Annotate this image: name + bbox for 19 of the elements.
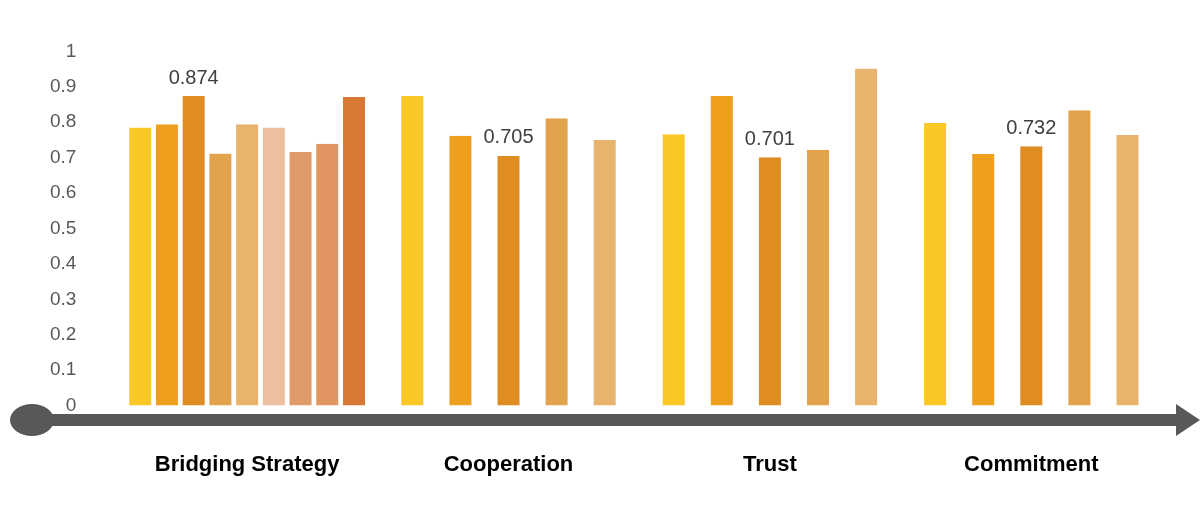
y-tick-label: 0.1 [49,358,77,380]
data-label: 0.732 [1006,115,1057,138]
y-tick-label: 0.6 [49,181,77,203]
y-tick-label: 0 [65,393,77,415]
x-tick-label: Cooperation [443,450,574,476]
y-tick-label: 1 [65,39,77,61]
x-tick-label: Bridging Strategy [154,450,341,476]
data-label: 0.701 [744,126,795,149]
y-tick-label: 0.2 [49,322,77,344]
data-label: 0.874 [168,65,219,88]
x-tick-label: Trust [743,450,798,476]
x-tick-label: Commitment [964,450,1100,476]
y-tick-label: 0.3 [49,287,77,309]
y-tick-label: 0.5 [49,216,77,238]
y-tick-label: 0.4 [49,252,77,274]
data-label: 0.705 [483,125,534,148]
y-tick-label: 0.8 [49,110,77,132]
y-tick-label: 0.9 [49,75,77,97]
y-tick-label: 0.7 [49,145,77,167]
